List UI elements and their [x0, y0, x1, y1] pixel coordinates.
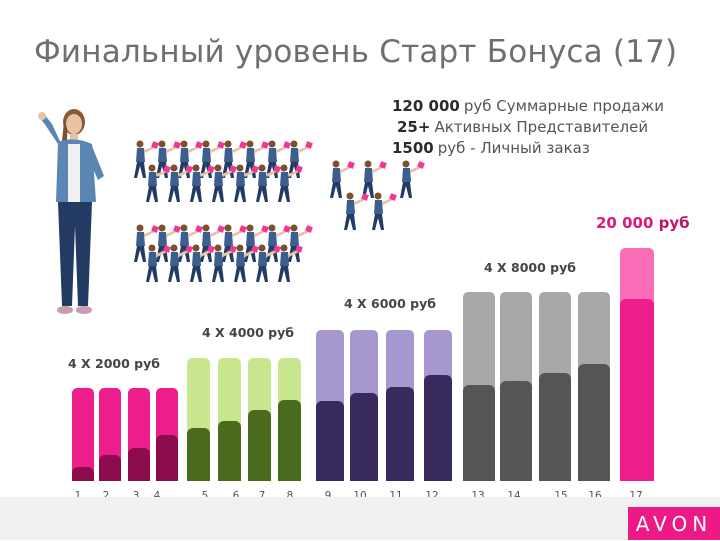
requirement-text: Активных Представителей — [434, 118, 649, 136]
requirement-sales: 120 000 руб Суммарные продажи — [392, 96, 664, 117]
bar-fill — [99, 454, 121, 481]
bar-fill — [386, 387, 414, 481]
bar-background — [72, 388, 94, 481]
bar-9 — [316, 330, 344, 481]
x-tick-label: 1 — [74, 490, 82, 502]
bar-4 — [156, 388, 178, 481]
requirement-text: руб - Личный заказ — [437, 139, 590, 157]
x-tick-label: 9 — [324, 490, 332, 502]
bar-14 — [500, 292, 532, 481]
bar-fill — [500, 380, 532, 481]
bar-3 — [128, 388, 150, 481]
x-tick-label: 8 — [286, 490, 294, 502]
bar-fill — [218, 420, 241, 481]
group-label-4: 4 X 8000 руб — [484, 260, 577, 275]
requirement-text: руб Суммарные продажи — [463, 97, 664, 115]
x-tick-label: 5 — [201, 490, 209, 502]
requirement-representatives: 25+ Активных Представителей — [392, 117, 664, 138]
group-label-3: 4 X 6000 руб — [344, 296, 437, 311]
dancers-illustration — [134, 140, 425, 282]
prize-label: 20 000 руб — [596, 214, 690, 232]
bar-7 — [248, 358, 271, 481]
bar-fill — [248, 409, 271, 481]
x-tick-label: 7 — [258, 490, 266, 502]
group-label-1: 4 X 2000 руб — [68, 356, 161, 371]
bar-13 — [463, 292, 495, 481]
bar-10 — [350, 330, 378, 481]
bar-fill — [424, 375, 452, 481]
bar-6 — [218, 358, 241, 481]
x-tick-label: 3 — [132, 490, 140, 502]
group-label-2: 4 X 4000 руб — [202, 325, 295, 340]
avon-logo: AVON — [628, 507, 720, 540]
x-tick-label: 4 — [153, 490, 161, 502]
bar-8 — [278, 358, 301, 481]
bar-fill — [539, 373, 571, 481]
bar-1 — [72, 388, 94, 481]
prize-suffix: руб — [658, 214, 690, 232]
prize-value: 20 000 — [596, 214, 654, 232]
bar-12 — [424, 330, 452, 481]
bar-fill — [350, 393, 378, 481]
requirement-value: 1500 — [392, 139, 434, 157]
requirement-value: 25+ — [397, 118, 431, 136]
requirement-value: 120 000 — [392, 97, 460, 115]
bar-5 — [187, 358, 210, 481]
bar-fill — [278, 399, 301, 481]
bar-16 — [578, 292, 610, 481]
x-tick-label: 6 — [232, 490, 240, 502]
bar-17 — [620, 248, 654, 481]
bar-fill — [463, 384, 495, 481]
woman-illustration — [38, 109, 104, 314]
bar-2 — [99, 388, 121, 481]
bar-fill — [156, 434, 178, 481]
bar-fill — [620, 299, 654, 481]
bar-fill — [316, 400, 344, 481]
requirements-list: 120 000 руб Суммарные продажи 25+ Активных… — [392, 96, 664, 159]
bar-fill — [72, 467, 94, 481]
footer-band — [0, 497, 720, 540]
bar-fill — [578, 363, 610, 481]
bar-fill — [128, 447, 150, 481]
bar-11 — [386, 330, 414, 481]
requirement-personal-order: 1500 руб - Личный заказ — [392, 138, 664, 159]
page-title: Финальный уровень Старт Бонуса (17) — [34, 34, 678, 70]
bar-fill — [187, 428, 210, 481]
bar-15 — [539, 292, 571, 481]
x-tick-label: 2 — [102, 490, 110, 502]
